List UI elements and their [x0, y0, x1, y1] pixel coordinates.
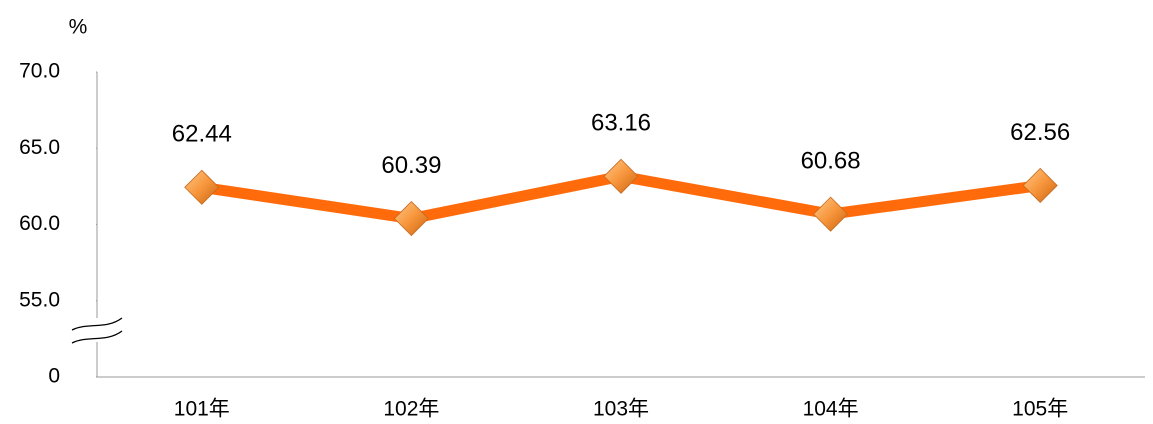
data-label: 60.39	[381, 152, 441, 179]
marker	[1022, 167, 1058, 204]
marker	[813, 196, 849, 232]
x-tick-label: 104年	[803, 398, 859, 421]
y-axis-unit: %	[69, 16, 88, 39]
y-tick-label: 60.0	[19, 212, 60, 235]
y-tick-label: 0	[48, 365, 60, 388]
x-tick-label: 105年	[1012, 398, 1068, 421]
y-tick-label: 65.0	[19, 136, 60, 159]
data-label: 62.44	[172, 121, 232, 148]
x-tick-label: 102年	[383, 398, 439, 421]
data-label: 63.16	[591, 110, 651, 137]
data-label: 60.68	[801, 147, 861, 174]
marker	[603, 158, 639, 194]
data-label: 62.56	[1010, 119, 1070, 146]
marker	[184, 169, 220, 205]
axis-break	[70, 317, 124, 344]
y-tick-label: 55.0	[19, 288, 60, 311]
x-tick-label: 101年	[174, 398, 230, 421]
marker	[393, 200, 429, 237]
x-tick-label: 103年	[593, 398, 649, 421]
y-tick-label: 70.0	[19, 60, 60, 83]
